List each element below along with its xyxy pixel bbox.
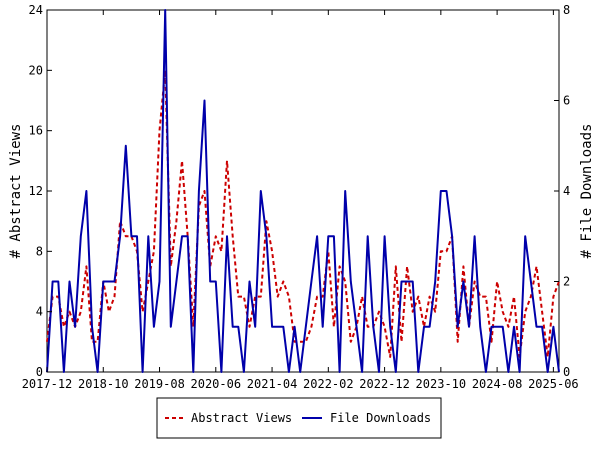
y2-tick-label: 8 — [563, 3, 570, 17]
legend-label-abstract-views: Abstract Views — [191, 411, 292, 425]
y-tick-label: 24 — [29, 3, 43, 17]
x-tick-label: 2025-06 — [528, 377, 579, 391]
x-axis: 2017-12 2018-10 2019-08 2020-06 2021-04 2022-… — [22, 10, 579, 391]
x-tick-label: 2023-10 — [416, 377, 467, 391]
y-tick-label: 8 — [36, 244, 43, 258]
series-line-file-downloads — [46, 9, 560, 373]
plot-area — [46, 9, 560, 373]
y-tick-label: 12 — [29, 184, 43, 198]
y-tick-label: 20 — [29, 63, 43, 77]
x-tick-label: 2018-10 — [78, 377, 129, 391]
y-tick-label: 0 — [36, 365, 43, 379]
x-tick-label: 2022-02 — [303, 377, 354, 391]
x-tick-label: 2022-12 — [359, 377, 410, 391]
legend: Abstract Views File Downloads — [156, 397, 442, 439]
x-tick-label: 2020-06 — [191, 377, 242, 391]
x-tick-label: 2017-12 — [22, 377, 73, 391]
x-tick-label: 2019-08 — [134, 377, 185, 391]
x-tick-label: 2021-04 — [247, 377, 298, 391]
y-tick-label: 16 — [29, 124, 43, 138]
y2-tick-label: 4 — [563, 184, 570, 198]
y-tick-label: 4 — [36, 305, 43, 319]
y-axis-title: # Abstract Views — [8, 124, 24, 259]
legend-label-file-downloads: File Downloads — [330, 411, 431, 425]
series-layer — [46, 9, 560, 373]
y2-tick-label: 2 — [563, 275, 570, 289]
x-tick-label: 2024-08 — [472, 377, 523, 391]
right-axis: 0 2 4 6 8 — [554, 3, 570, 379]
y2-tick-label: 6 — [563, 94, 570, 108]
legend-box — [156, 397, 442, 439]
left-axis: 0 4 8 12 16 20 24 — [29, 3, 52, 379]
y2-axis-title: # File Downloads — [579, 124, 595, 259]
y2-tick-label: 0 — [563, 365, 570, 379]
